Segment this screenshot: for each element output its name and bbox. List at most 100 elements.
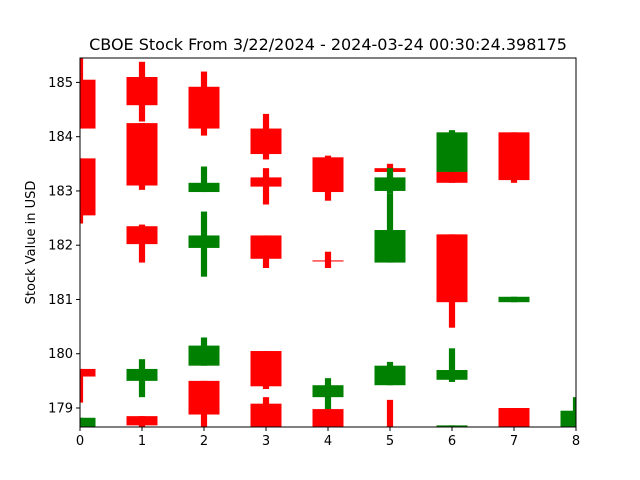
candle-body [188,345,220,366]
candle-body [436,370,468,380]
candle-body [126,368,158,381]
candle-body [188,380,220,415]
x-tick-label: 0 [76,434,84,449]
candle-body [188,86,220,129]
candle-body [498,408,530,427]
candle-body [80,368,96,377]
x-tick-label: 7 [510,434,518,449]
y-tick-label: 185 [48,76,73,91]
candle [188,71,220,136]
x-tick-label: 6 [448,434,456,449]
candle-body [188,182,220,193]
x-tick-label: 8 [572,434,580,449]
candle [250,351,282,390]
y-tick-label: 183 [48,184,73,199]
candle [80,158,96,224]
candle [498,132,530,183]
candle [188,380,220,427]
candle-body [498,296,530,303]
y-axis-title: Stock Value in USD [24,181,39,305]
candle-body [80,79,96,129]
candle-body [312,157,344,193]
candle-body [126,76,158,106]
x-tick-label: 1 [138,434,146,449]
candle-wick [324,251,332,269]
candle [312,409,344,427]
candle [374,193,406,263]
x-tick-label: 2 [200,434,208,449]
candle [312,251,344,269]
candle-body [250,403,282,427]
candle-body [498,132,530,181]
x-axis: 0 1 2 3 4 5 6 7 8 [76,427,580,449]
candle [312,155,344,201]
candle [560,397,576,427]
x-tick-label: 4 [324,434,332,449]
candle [80,368,96,403]
x-tick-label: 3 [262,434,270,449]
candle [436,130,468,175]
candle-body [126,226,158,245]
candle-body [188,235,220,248]
candle-body [126,416,158,426]
candle [188,211,220,277]
candle [126,416,158,427]
candle [498,408,530,427]
candle [312,378,344,415]
candle-body [80,158,96,216]
y-tick-label: 180 [48,347,73,362]
candle [126,359,158,398]
candle-wick [386,399,394,427]
candle-body [560,410,576,427]
candle [498,296,530,303]
y-tick-label: 179 [48,402,73,417]
candle [374,361,406,386]
candle-body [250,351,282,387]
candle-body [250,235,282,259]
candle-body [312,409,344,427]
candle [386,399,394,427]
candle-wick [80,368,84,403]
candle-wick [448,348,456,382]
candles-layer [80,58,576,427]
candle [188,166,220,193]
candle [126,224,158,263]
y-tick-label: 181 [48,293,73,308]
candle-wick [386,163,394,172]
candle [80,58,96,129]
candle-body [312,385,344,398]
y-tick-label: 184 [48,130,73,145]
candle [374,168,406,194]
candle [436,234,468,328]
candle-body [436,425,468,427]
candle [126,61,158,122]
candle-body [436,171,468,183]
candle [436,171,468,183]
candle-body [436,132,468,172]
candle-body [250,177,282,187]
candle [250,397,282,427]
candle [188,337,220,366]
candle [250,235,282,269]
candle-body [250,128,282,155]
candle [436,348,468,382]
candle [126,123,158,190]
y-axis: 179 180 181 182 183 184 185 [48,76,80,417]
candle-wick [386,193,394,263]
y-tick-label: 182 [48,239,73,254]
candle-body [374,230,406,263]
candle-body [436,234,468,303]
candle-body [80,417,96,427]
candle [80,417,96,427]
candle [250,113,282,160]
chart-title: CBOE Stock From 3/22/2024 - 2024-03-24 0… [89,35,567,54]
x-tick-label: 5 [386,434,394,449]
candle-body [126,123,158,186]
candle [250,168,282,205]
candle-wick [200,166,208,193]
candle-body [374,365,406,386]
candle [436,425,468,427]
candle-body [312,260,344,262]
candle-body [374,177,406,191]
